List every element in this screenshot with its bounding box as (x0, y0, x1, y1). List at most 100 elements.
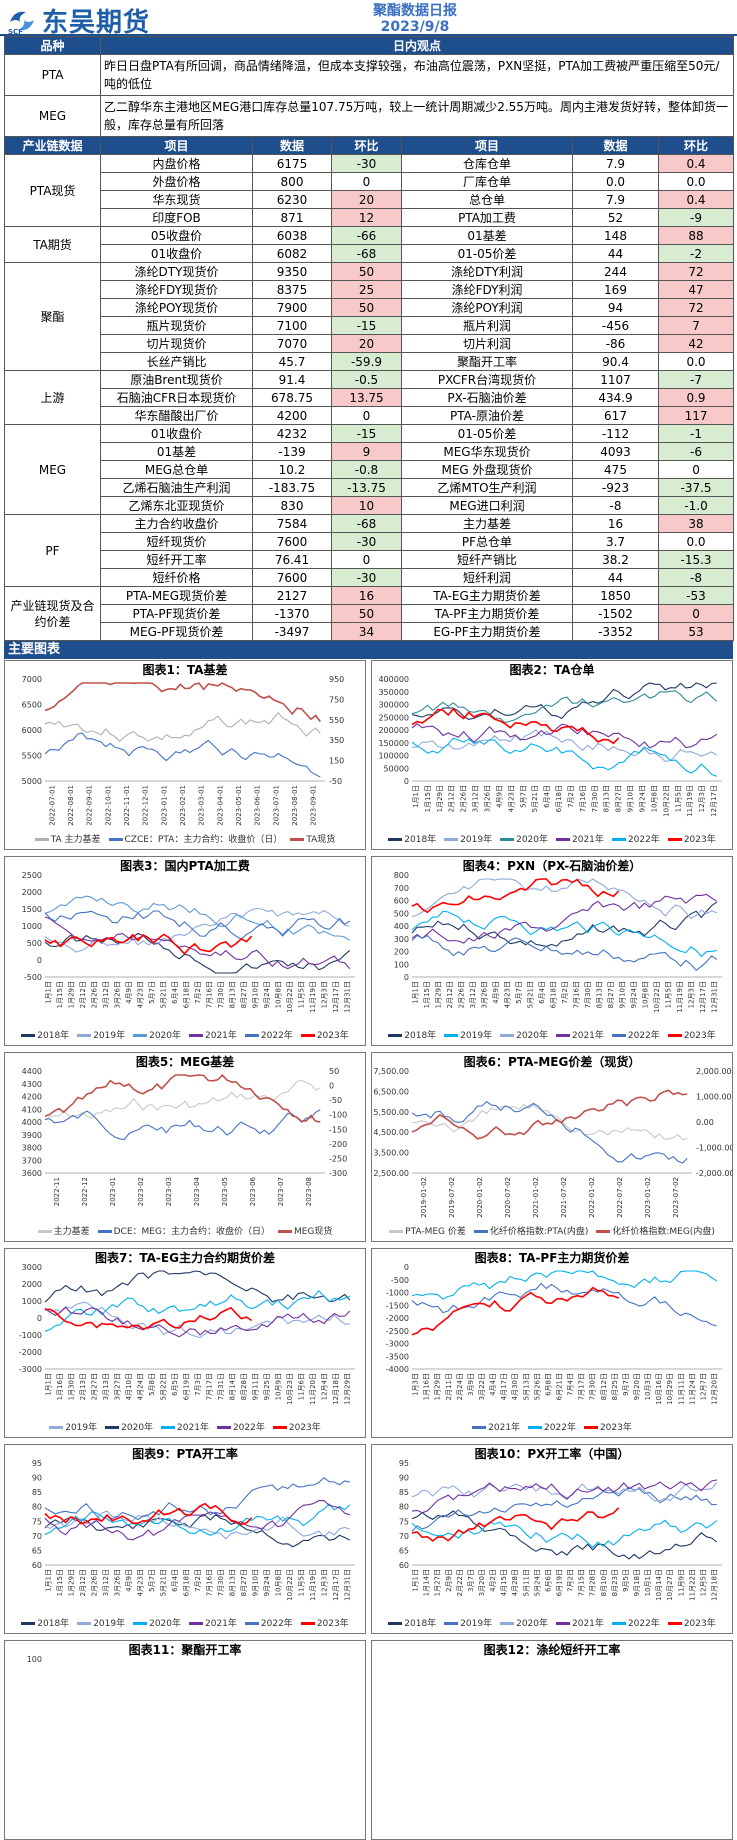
x-tick-label: 5月13日 (522, 1373, 530, 1400)
legend-entry: 2021年 (556, 1619, 604, 1629)
legend-label: 主力基差 (53, 1227, 90, 1237)
x-tick-label: 3月12日 (102, 981, 110, 1008)
legend-label: 化纤价格指数:MEG(内盘) (612, 1227, 715, 1237)
legend-swatch-icon (444, 1622, 459, 1625)
item-value: 7100 (252, 316, 332, 335)
y2-tick-label: 350 (329, 736, 344, 745)
x-tick-label: 2022-07-01 (48, 785, 56, 826)
item-change: 0.0 (657, 172, 735, 191)
series-line (44, 711, 321, 742)
x-tick-label: 5月7日 (148, 981, 156, 1004)
item-change: 47 (657, 280, 735, 299)
legend-entry: 2018年 (388, 835, 436, 845)
series-line (411, 893, 718, 944)
legend-entry: 2023年 (272, 1423, 321, 1433)
y-tick-label: 1500 (22, 905, 42, 914)
logo-text: 东吴期货 (42, 8, 151, 38)
x-tick-label: 2023-01-01 (160, 785, 168, 826)
item-name: PXCFR台湾现货价 (401, 370, 573, 389)
series-line (44, 732, 321, 778)
y-tick-label: 400 (394, 922, 409, 931)
x-tick-label: 2023-06-01 (254, 785, 262, 826)
x-tick-label: 8月23日 (611, 1569, 619, 1596)
x-tick-label: 9月24日 (639, 785, 647, 812)
y-tick-label: 100 (27, 1655, 42, 1664)
y-tick-label: 70 (32, 1532, 42, 1541)
legend-entry: 2021年 (556, 1031, 604, 1041)
table-row: 乙烯石脑油生产利润 -183.75 -13.75 乙烯MTO生产利润 -923 -37.5 (5, 478, 735, 497)
y-tick-label: 1000 (22, 922, 42, 931)
y2-tick-label: 50 (329, 1067, 339, 1076)
x-tick-label: 2023-05 (221, 1177, 229, 1206)
y-tick-label: 3700 (22, 1156, 42, 1165)
x-tick-label: 2023-01-02 (644, 1177, 652, 1218)
series-line (44, 1109, 321, 1141)
legend-swatch-icon (189, 1034, 203, 1037)
legend-entry: 2020年 (500, 1031, 548, 1041)
legend-entry: 2019年 (77, 1619, 125, 1629)
x-tick-label: 2022-08-01 (67, 785, 75, 826)
y-tick-label: 600 (394, 897, 409, 906)
item-change: 0 (657, 460, 735, 479)
legend-label: 2022年 (627, 1031, 660, 1041)
view-variety: PTA (4, 54, 101, 96)
table-header-cell: 数据 (252, 136, 332, 155)
legend-entry: 2022年 (244, 1619, 293, 1629)
x-tick-label: 10月22日 (286, 1569, 294, 1601)
x-tick-label: 2023-04-01 (216, 785, 224, 826)
legend-entry: 2020年 (133, 1031, 181, 1041)
y-tick-label: -4000 (386, 1365, 409, 1374)
view-row: MEG 乙二醇华东主港地区MEG港口库存总量107.75万吨，较上一统计周期减少2… (4, 95, 735, 137)
legend-entry: 2021年 (189, 1619, 237, 1629)
y-tick-label: 95 (399, 1459, 409, 1468)
x-tick-label: 7月2日 (561, 981, 569, 1004)
x-tick-label: 9月24日 (263, 1569, 271, 1596)
legend-label: MEG现货 (293, 1227, 333, 1237)
x-tick-label: 10月23日 (286, 1373, 294, 1405)
legend-swatch-icon (472, 1426, 487, 1429)
x-tick-label: 3月12日 (102, 1569, 110, 1596)
x-tick-label: 8月13日 (603, 785, 611, 812)
chart-title: 图表2：TA仓单 (509, 663, 595, 677)
y-tick-label: 60 (32, 1561, 42, 1570)
chart-svg: 7,500.00 6,500.00 5,500.00 4,500.00 3,500.00… (373, 1067, 732, 1218)
x-tick-label: 2023-07-02 (672, 1177, 680, 1218)
x-tick-label: 12月7日 (699, 1373, 707, 1400)
legend-swatch-icon (500, 1622, 515, 1625)
x-tick-label: 8月10日 (600, 1569, 608, 1596)
y-tick-label: 5000 (22, 777, 42, 786)
item-change: -68 (331, 514, 402, 533)
x-tick-label: 1月29日 (436, 785, 444, 812)
item-value: 7600 (252, 568, 332, 587)
logo-mark-icon: SCF (6, 6, 38, 36)
chart-svg: 4400 4300 4200 4100 4000 3900 3800 3700 3600 50 0 -… (22, 1067, 348, 1206)
y-tick-label: 800 (394, 871, 409, 880)
legend-swatch-icon (596, 1230, 611, 1233)
chart-title: 图表9：PTA开工率 (132, 1447, 238, 1461)
item-value: 871 (252, 208, 332, 227)
y-tick-label: 200000 (378, 726, 409, 735)
x-tick-label: 9月7日 (622, 1373, 630, 1396)
y2-tick-label: -50 (329, 777, 342, 786)
item-name: 01基差 (100, 442, 253, 461)
series-line (44, 1079, 321, 1121)
item-name: 涤纶POY利润 (401, 298, 573, 317)
legend-label: 2019年 (460, 1031, 493, 1041)
category-cell: 产业链现货及合约价差 (4, 586, 101, 641)
table-row: 产业链现货及合约价差 PTA-MEG现货价差 2127 16 TA-EG主力期货价差 18… (4, 586, 735, 641)
x-tick-label: 7月15日 (578, 1569, 586, 1596)
x-tick-label: 2022-01-02 (588, 1177, 596, 1218)
item-value: 6230 (252, 190, 332, 209)
x-tick-label: 3月12日 (469, 981, 477, 1008)
legend-entry: 2023年 (300, 1619, 349, 1629)
legend-entry: 2020年 (133, 1619, 181, 1629)
y2-tick-label: -50 (329, 1096, 342, 1105)
item-value: -3497 (252, 622, 332, 641)
item-change: -6 (657, 442, 735, 461)
item-name: PTA加工费 (401, 208, 573, 227)
chart-panel: 图表8：TA-PF主力期货价差 0 -500 -1000 -1500 -2000 -2500… (371, 1248, 733, 1438)
x-tick-label: 7月16日 (572, 981, 580, 1008)
y-tick-label: 7,500.00 (373, 1067, 409, 1076)
